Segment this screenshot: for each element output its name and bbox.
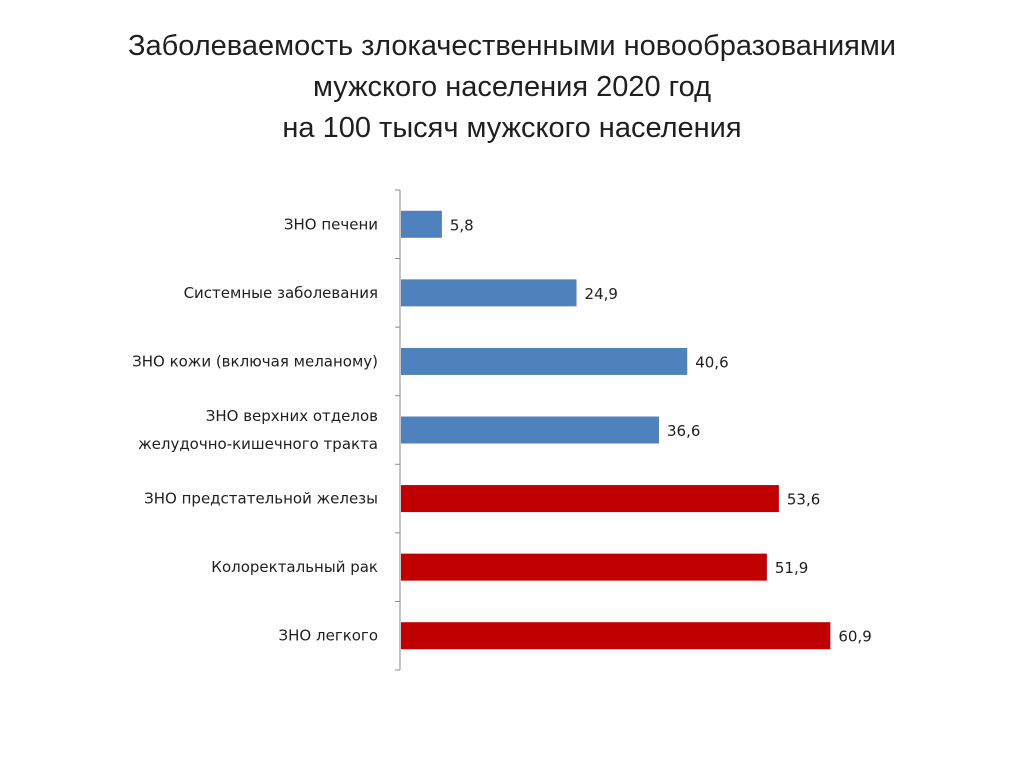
category-label: ЗНО предстательной железы bbox=[144, 490, 378, 508]
data-label: 24,9 bbox=[585, 285, 618, 303]
bar bbox=[401, 279, 577, 307]
category-label: ЗНО печени bbox=[284, 215, 378, 233]
category-label: ЗНО верхних отделов желудочно-кишечного т… bbox=[138, 407, 378, 453]
bars-group bbox=[401, 210, 831, 650]
category-label-line: ЗНО предстательной железы bbox=[144, 490, 378, 508]
data-label: 60,9 bbox=[838, 628, 871, 646]
data-label: 5,8 bbox=[450, 216, 474, 234]
data-label: 51,9 bbox=[775, 559, 808, 577]
chart-title-line-2: мужского населения 2020 год bbox=[312, 71, 711, 103]
category-label: ЗНО легкого bbox=[279, 627, 378, 645]
category-label: Колоректальный рак bbox=[211, 558, 378, 576]
chart-title-line-3: на 100 тысяч мужского населения bbox=[282, 112, 742, 144]
bar bbox=[401, 210, 442, 238]
category-axis bbox=[395, 189, 401, 671]
bar bbox=[401, 485, 779, 513]
category-label: ЗНО кожи (включая меланому) bbox=[132, 352, 378, 370]
category-label-line: ЗНО кожи (включая меланому) bbox=[132, 352, 378, 370]
category-label-line: ЗНО верхних отделов bbox=[206, 407, 378, 425]
category-label-line: Колоректальный рак bbox=[211, 558, 378, 576]
category-label-line: Системные заболевания bbox=[184, 284, 378, 302]
category-label-line: желудочно-кишечного тракта bbox=[138, 435, 378, 453]
bar bbox=[401, 553, 767, 581]
bar bbox=[401, 622, 831, 650]
data-label: 53,6 bbox=[787, 491, 820, 509]
category-label: Системные заболевания bbox=[184, 284, 378, 302]
category-label-line: ЗНО легкого bbox=[279, 627, 378, 645]
category-label-line: ЗНО печени bbox=[284, 215, 378, 233]
value-labels: 5,8 24,9 40,6 36,6 53,6 51,9 60,9 bbox=[450, 216, 872, 645]
bar bbox=[401, 347, 688, 375]
category-labels: ЗНО печени Системные заболевания ЗНО кожи … bbox=[132, 215, 378, 644]
chart-title-line-1: Заболеваемость злокачественными новообра… bbox=[128, 30, 896, 62]
data-label: 40,6 bbox=[695, 353, 728, 371]
data-label: 36,6 bbox=[667, 422, 700, 440]
chart-title: Заболеваемость злокачественными новообра… bbox=[0, 26, 1024, 149]
bar bbox=[401, 416, 660, 444]
